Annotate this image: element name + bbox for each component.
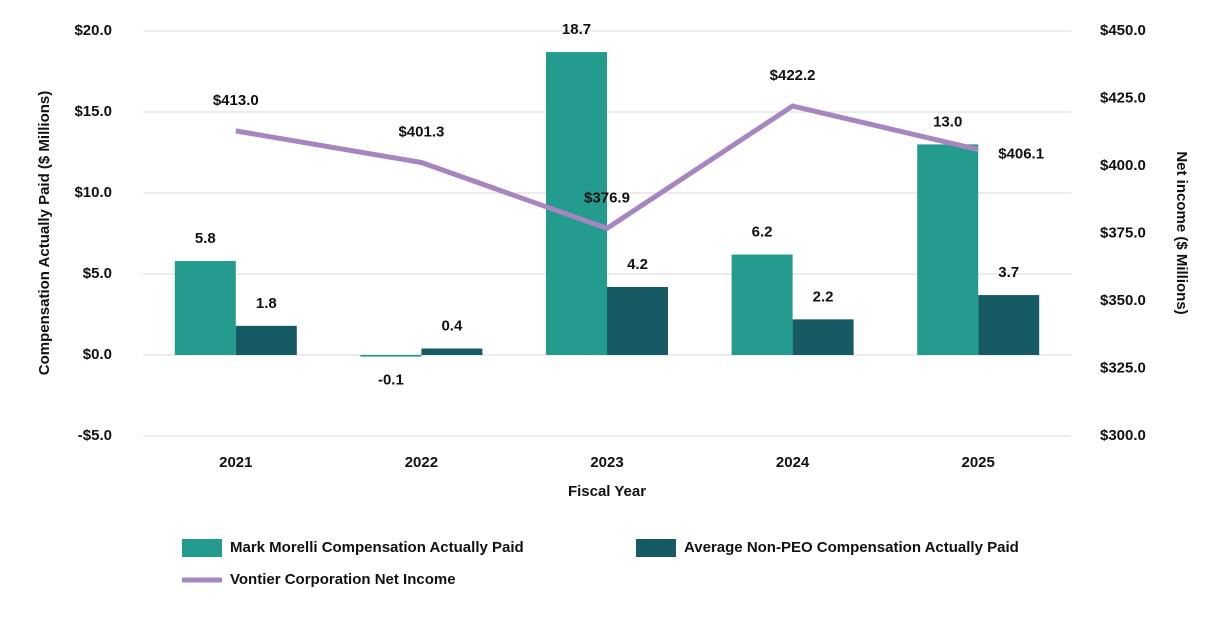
data-label: $413.0 [213, 92, 259, 109]
bar [978, 295, 1040, 355]
bar [792, 319, 854, 355]
y-tick-label: $0.0 [83, 346, 112, 363]
y2-tick-label: $350.0 [1100, 292, 1146, 309]
y-axis-title: Compensation Actually Paid ($ Millions) [36, 91, 53, 375]
y2-tick-label: $450.0 [1100, 22, 1146, 39]
y2-tick-label: $300.0 [1100, 427, 1146, 444]
x-tick-label: 2024 [776, 454, 810, 471]
legend-swatch [182, 539, 222, 557]
data-label: 5.8 [195, 230, 216, 247]
bar [731, 254, 793, 355]
data-label: $406.1 [998, 145, 1044, 162]
y2-tick-label: $375.0 [1100, 224, 1146, 241]
data-label: 0.4 [441, 317, 463, 334]
data-label: 6.2 [752, 224, 773, 241]
data-label: 1.8 [256, 295, 277, 312]
data-label: 18.7 [562, 21, 591, 38]
bar [546, 52, 607, 356]
data-label: 4.2 [627, 256, 648, 273]
bar [421, 348, 483, 355]
y-tick-label: $10.0 [74, 184, 112, 201]
bar [917, 144, 979, 355]
data-label: $376.9 [584, 189, 630, 206]
data-label: 3.7 [998, 264, 1019, 281]
y2-axis-title: Net income ($ Millions) [1173, 151, 1190, 314]
legend-label: Vontier Corporation Net Income [230, 571, 456, 588]
legend-label: Mark Morelli Compensation Actually Paid [230, 539, 524, 556]
y-tick-label: $5.0 [83, 265, 112, 282]
data-label: 13.0 [933, 113, 962, 130]
y-tick-label: $20.0 [74, 22, 112, 39]
y2-tick-label: $325.0 [1100, 359, 1146, 376]
line [235, 103, 979, 232]
bar [174, 261, 236, 355]
bar [607, 286, 668, 355]
x-tick-label: 2022 [405, 454, 438, 471]
x-tick-label: 2021 [219, 454, 252, 471]
data-label: 2.2 [813, 288, 834, 305]
x-axis-title: Fiscal Year [568, 483, 646, 500]
y-tick-label: $15.0 [74, 103, 112, 120]
data-label: $401.3 [398, 123, 444, 140]
bar [235, 325, 297, 355]
x-tick-label: 2023 [590, 454, 623, 471]
y2-tick-label: $400.0 [1100, 157, 1146, 174]
legend-swatch [636, 539, 676, 557]
x-tick-label: 2025 [962, 454, 995, 471]
data-label: -0.1 [378, 372, 404, 389]
bar [360, 355, 422, 357]
legend-label: Average Non-PEO Compensation Actually Pa… [684, 539, 1019, 556]
y2-tick-label: $425.0 [1100, 89, 1146, 106]
data-label: $422.2 [770, 67, 816, 84]
y-tick-label: -$5.0 [78, 427, 112, 444]
